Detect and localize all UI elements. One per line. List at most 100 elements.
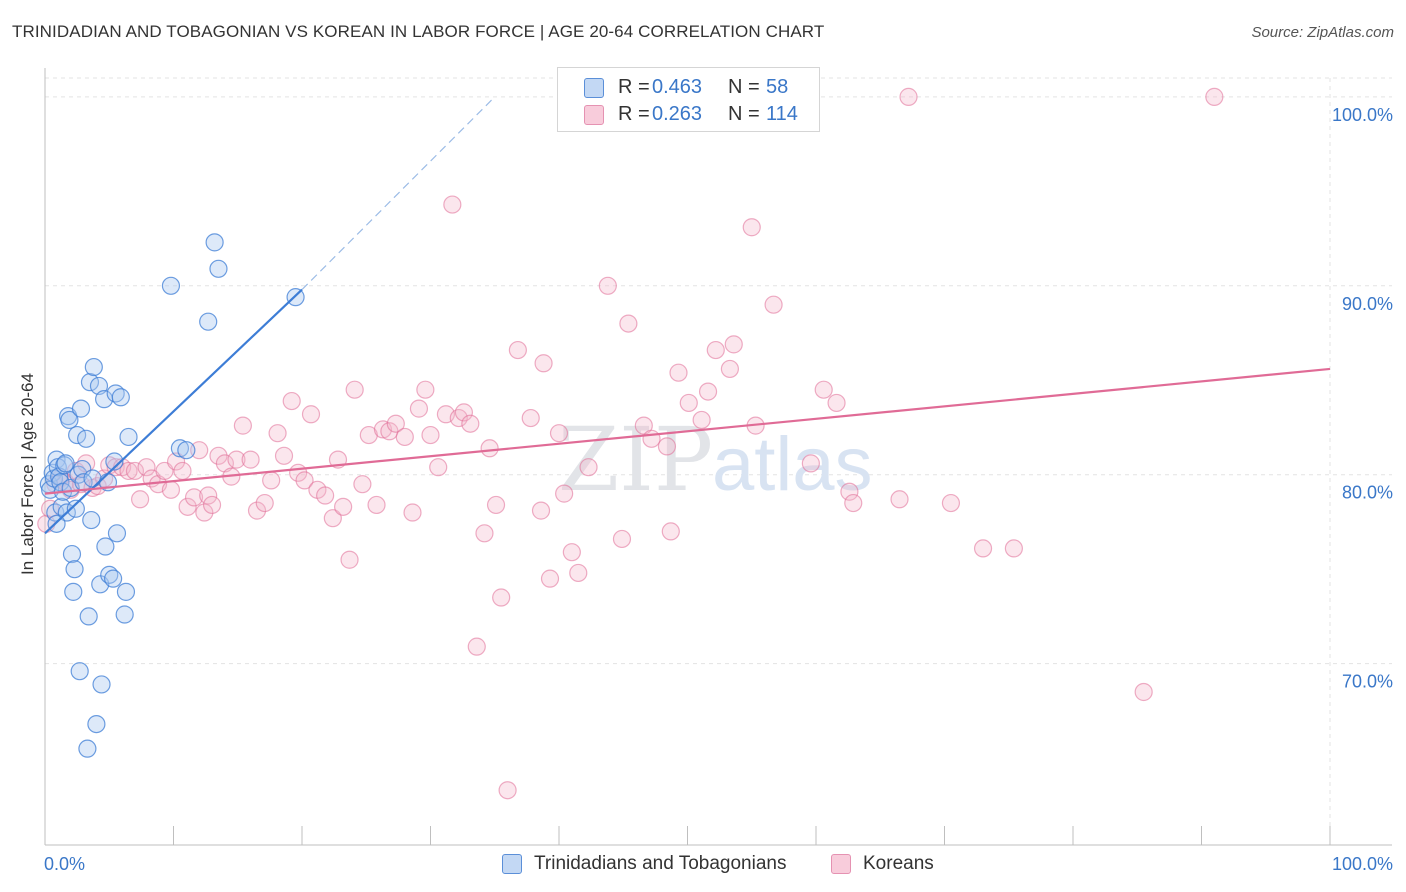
korean-point — [173, 461, 192, 481]
trinidadian-point — [68, 425, 87, 445]
korean-point — [178, 497, 197, 516]
korean-point — [549, 424, 569, 443]
trinidadian-point — [177, 441, 196, 460]
r-value: 0.263 — [652, 103, 703, 125]
korean-point — [498, 781, 517, 800]
korean-point — [247, 501, 267, 520]
korean-point — [486, 495, 506, 515]
korean-point — [367, 495, 386, 515]
korean-point — [562, 543, 581, 562]
trinidadian-point — [115, 605, 134, 624]
y-tick-label: 70.0% — [1342, 672, 1393, 692]
korean-points — [37, 87, 1224, 800]
trinidadian-point — [79, 607, 98, 626]
korean-point — [268, 424, 287, 443]
korean-point — [642, 429, 661, 448]
korean-point — [233, 416, 252, 435]
trinidadian-point — [84, 357, 103, 377]
korean-point — [195, 503, 214, 522]
korean-point — [461, 414, 480, 433]
korean-point — [416, 380, 435, 399]
korean-point — [742, 218, 761, 237]
stats-legend: R = 0.463 N = 58 R = 0.263 N = 114 — [557, 67, 820, 132]
x-tick-label: 100.0% — [1332, 854, 1393, 874]
trinidadian-point — [78, 739, 97, 758]
korean-point — [429, 458, 448, 477]
trinidadian-point — [104, 569, 123, 588]
trinidadian-point — [96, 537, 115, 556]
korean-point — [941, 493, 961, 513]
korean-point — [692, 410, 711, 430]
trinidadian-point — [87, 714, 106, 734]
korean-point — [840, 482, 859, 501]
korean-point — [764, 295, 783, 314]
korean-point — [480, 439, 499, 458]
trinidadian-trend-extension — [301, 96, 496, 291]
bottom-legend-label: Trinidadians and Tobagonians — [534, 853, 787, 874]
korean-point — [255, 493, 274, 513]
trinidadian-point — [64, 582, 83, 601]
y-tick-label: 100.0% — [1332, 105, 1393, 125]
korean-point — [801, 454, 820, 473]
korean-point — [534, 354, 553, 373]
bottom-legend-swatch-pink — [831, 854, 851, 874]
korean-point — [334, 497, 353, 516]
korean-point — [395, 427, 414, 447]
korean-point — [295, 471, 314, 490]
korean-point — [521, 408, 540, 428]
korean-point — [669, 363, 688, 382]
trinidadian-point — [92, 675, 111, 694]
trinidadian-point — [77, 429, 96, 448]
trend-lines — [44, 96, 1331, 535]
korean-point — [698, 382, 718, 401]
trinidadian-point — [62, 544, 82, 564]
korean-point — [1134, 682, 1153, 702]
trinidadian-point — [60, 410, 79, 430]
korean-point — [274, 446, 294, 465]
trinidadian-point — [119, 427, 138, 447]
trinidadian-point — [105, 452, 124, 471]
trinidadian-point — [170, 439, 190, 458]
korean-point — [125, 461, 145, 481]
korean-point — [619, 314, 638, 333]
watermark: ZIP atlas — [558, 408, 873, 511]
trinidadian-point — [83, 469, 102, 488]
korean-point — [724, 335, 743, 354]
korean-point — [340, 550, 359, 569]
korean-point — [386, 414, 405, 433]
korean-point — [184, 488, 204, 507]
trinidadian-point — [82, 510, 101, 530]
watermark-atlas: atlas — [712, 422, 873, 507]
korean-point — [706, 340, 725, 360]
source-label: Source: ZipAtlas.com — [1251, 24, 1394, 41]
x-tick-labels: 0.0% 100.0% — [44, 854, 1393, 874]
korean-point — [844, 493, 863, 513]
korean-point — [579, 458, 598, 477]
trinidadian-point — [209, 259, 228, 278]
axes — [44, 68, 1392, 846]
trinidadian-point — [107, 524, 127, 543]
trinidadian-point — [70, 662, 89, 681]
korean-point — [661, 522, 680, 541]
korean-trend-line — [44, 367, 1331, 495]
korean-point — [973, 539, 993, 558]
korean-point — [827, 393, 846, 413]
korean-point — [612, 529, 632, 549]
n-label: N = — [728, 103, 760, 125]
trinidadian-point — [80, 373, 100, 392]
korean-point — [890, 490, 909, 509]
trinidadian-point — [66, 499, 85, 518]
trinidadian-point — [205, 233, 224, 252]
trinidadian-point — [56, 454, 75, 473]
korean-point — [1004, 539, 1023, 558]
korean-point — [555, 484, 574, 503]
korean-point — [475, 524, 494, 543]
korean-point — [137, 458, 156, 477]
korean-point — [508, 340, 527, 360]
korean-point — [345, 380, 364, 399]
bottom-legend-swatch-blue — [502, 854, 522, 874]
korean-point — [598, 276, 617, 295]
trinidadian-trend-line — [44, 288, 303, 535]
legend-swatch-pink — [584, 105, 604, 125]
